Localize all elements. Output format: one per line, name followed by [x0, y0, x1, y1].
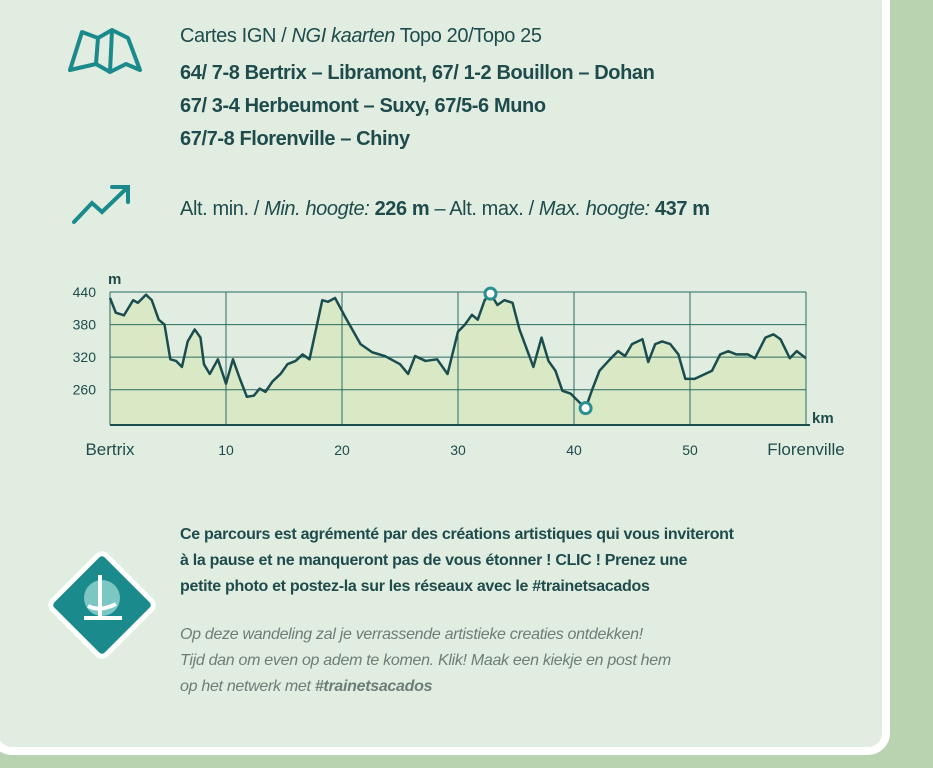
- x-tick-label: 30: [450, 442, 466, 458]
- text: Op deze wandeling zal je verrassende art…: [180, 626, 643, 643]
- extreme-marker: [578, 401, 593, 416]
- text: petite photo et postez-la sur les réseau…: [180, 578, 650, 595]
- y-axis-label: m: [108, 271, 121, 288]
- text: – Alt. max. /: [429, 198, 539, 220]
- text: Max. hoogte:: [538, 198, 650, 220]
- text: à la pause et ne manqueront pas de vous …: [180, 552, 688, 569]
- x-tick-label: Florenville: [767, 440, 844, 459]
- map-line: 64/ 7-8 Bertrix – Libramont, 67/ 1-2 Bou…: [180, 62, 655, 84]
- trend-icon: [72, 185, 130, 224]
- x-tick-label: Bertrix: [85, 440, 135, 459]
- x-tick-label: 10: [218, 442, 234, 458]
- map-line: 67/7-8 Florenville – Chiny: [180, 128, 410, 150]
- y-tick-label: 380: [73, 317, 97, 333]
- y-tick-label: 440: [73, 284, 97, 300]
- text: 437 m: [654, 198, 710, 220]
- x-tick-label: 50: [682, 442, 698, 458]
- y-tick-label: 320: [73, 349, 97, 365]
- map-icon: [68, 28, 142, 74]
- text: Topo 20/Topo 25: [394, 25, 542, 47]
- map-line: 67/ 3-4 Herbeumont – Suxy, 67/5-6 Muno: [180, 95, 546, 117]
- elevation-chart: 260 320 380 440 Bertrix 10 20 30 40 50 Florenville…: [73, 271, 845, 459]
- art-logo: [48, 551, 156, 659]
- text-line: op het netwerk met #trainetsacados: [180, 674, 671, 700]
- dutch-text: Op deze wandeling zal je verrassende art…: [180, 622, 671, 700]
- y-tick-label: 260: [73, 382, 97, 398]
- altitude: Alt. min. / Min. hoogte: 226 m – Alt. ma…: [180, 198, 710, 221]
- text: #trainetsacados: [314, 678, 433, 695]
- text: Tijd dan om even op adem te komen. Klik!…: [180, 652, 671, 669]
- text: Ce parcours est agrémenté par des créati…: [180, 526, 734, 543]
- text: Alt. min. /: [180, 198, 265, 220]
- elevation-line: [108, 292, 807, 410]
- text: 226 m: [374, 198, 430, 220]
- extreme-marker: [483, 286, 498, 301]
- maps-intro: Cartes IGN / NGI kaarten Topo 20/Topo 25: [180, 25, 542, 48]
- french-text: Ce parcours est agrémenté par des créati…: [180, 522, 734, 600]
- x-axis-label: km: [812, 410, 834, 427]
- text: NGI kaarten: [291, 25, 396, 47]
- x-tick-label: 20: [334, 442, 350, 458]
- text: op het netwerk met: [180, 678, 315, 695]
- text: Min. hoogte:: [264, 198, 370, 220]
- x-tick-label: 40: [566, 442, 582, 458]
- text: Cartes IGN /: [180, 25, 292, 47]
